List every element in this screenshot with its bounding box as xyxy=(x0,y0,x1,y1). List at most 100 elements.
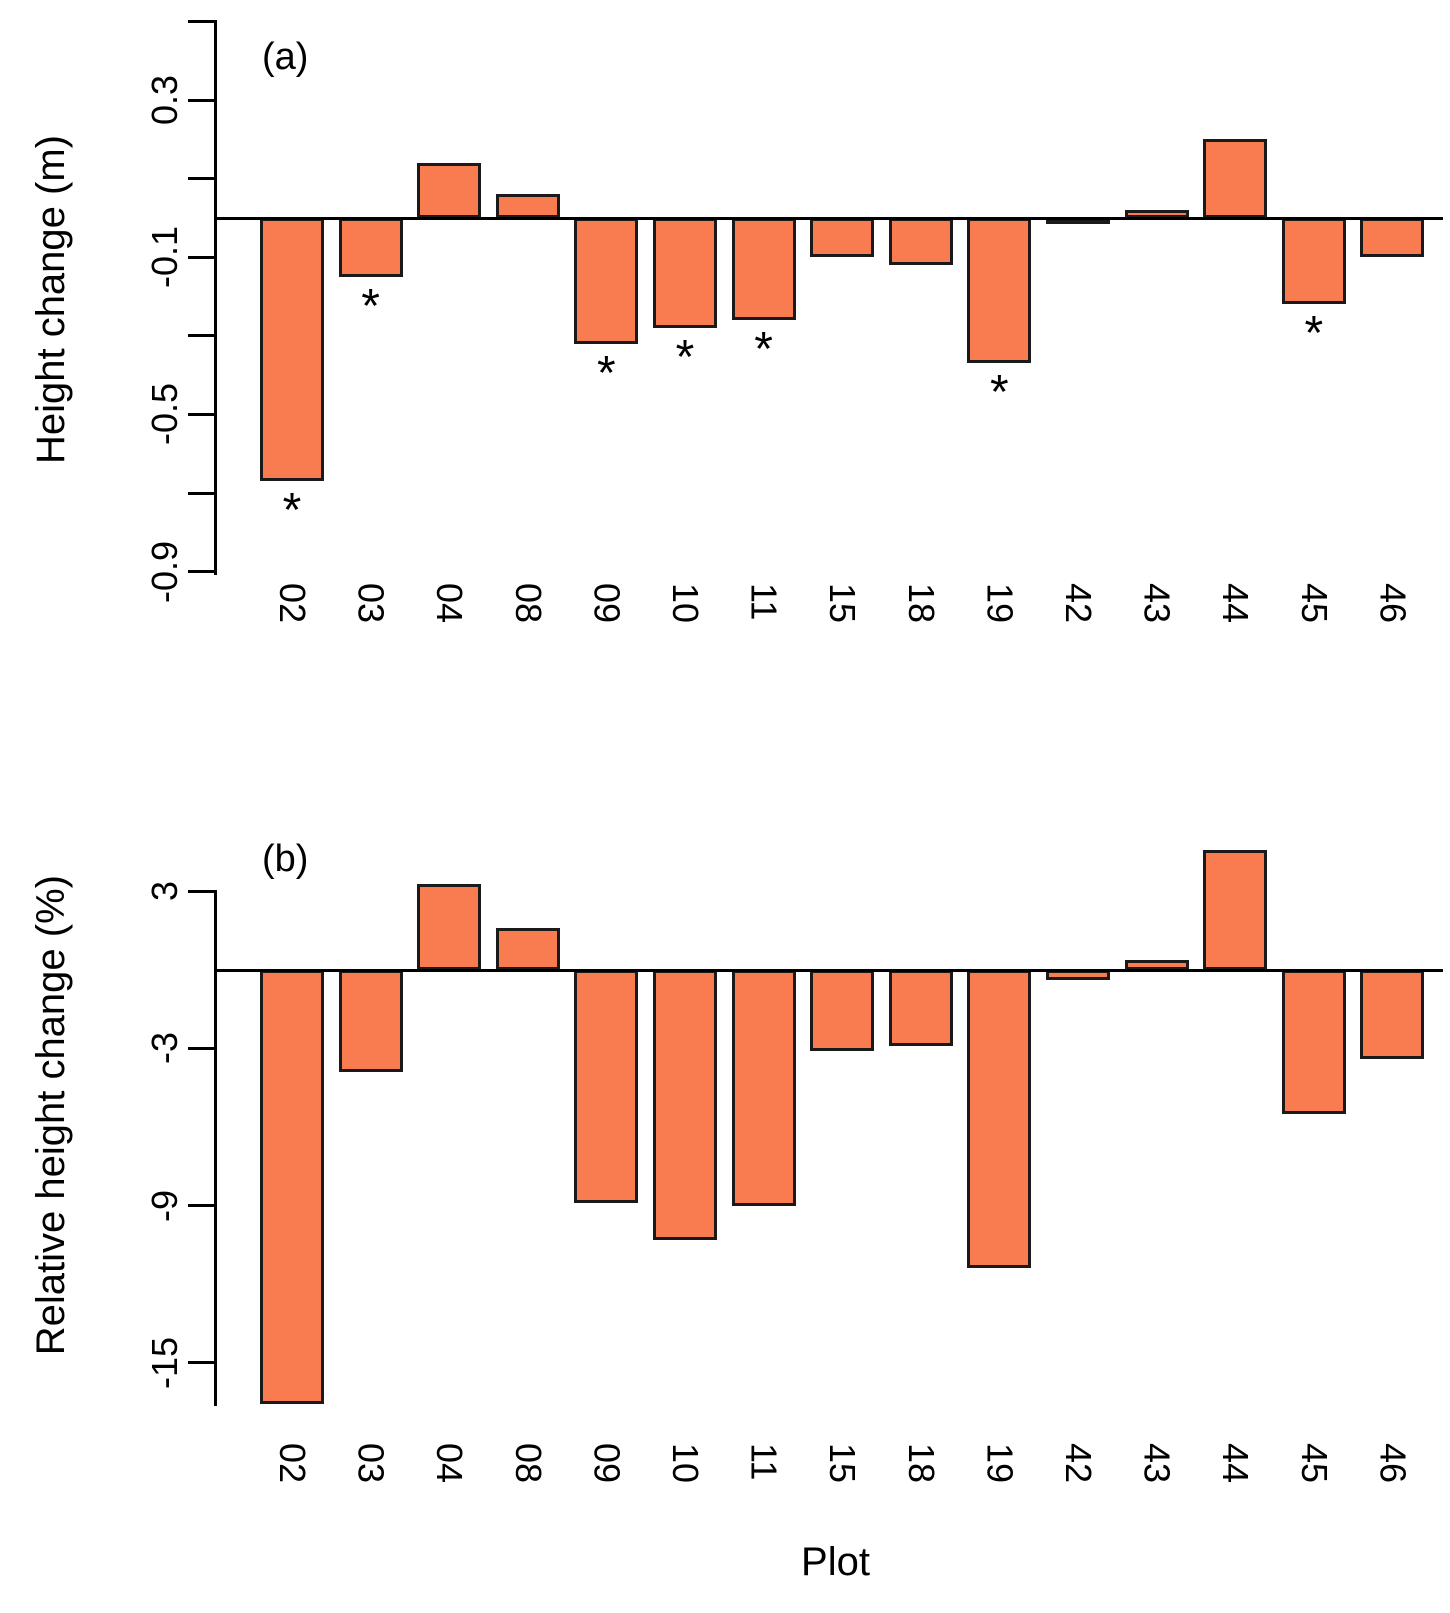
panel-b-y-tick-label-wrap: -15 xyxy=(112,1288,186,1438)
panel-b-y-tick-label: -3 xyxy=(144,1032,185,1065)
panel-a-x-tick-label-08: 08 xyxy=(507,583,549,624)
panel-b-x-tick-label-15: 15 xyxy=(822,1443,864,1484)
panel-a-bar-44 xyxy=(1203,139,1268,218)
panel-b-x-tick-label-45: 45 xyxy=(1293,1443,1335,1484)
panel-a-x-tick-label-46-wrap: 46 xyxy=(1364,583,1420,679)
panel-b-bar-45 xyxy=(1281,970,1346,1114)
panel-a-x-tick-label-02: 02 xyxy=(272,583,313,624)
panel-a-y-tick xyxy=(188,413,217,416)
panel-a-bar-03 xyxy=(338,218,403,277)
panel-a-x-tick-label-43-wrap: 43 xyxy=(1129,583,1185,679)
panel-b-bar-08 xyxy=(495,928,560,970)
panel-b-x-tick-label-08-wrap: 08 xyxy=(500,1443,556,1539)
panel-b-x-tick-label-44: 44 xyxy=(1215,1443,1257,1484)
panel-b-x-tick-label-19-wrap: 19 xyxy=(971,1443,1027,1539)
panel-a-y-tick xyxy=(188,98,217,102)
panel-b-x-tick-label-08: 08 xyxy=(507,1443,549,1484)
panel-a-y-tick-label-wrap: 0.3 xyxy=(112,25,186,175)
panel-a-y-tick-label: 0.3 xyxy=(144,75,185,126)
panel-a-bar-45 xyxy=(1281,218,1346,305)
panel-b-x-tick-label-09: 09 xyxy=(586,1443,628,1484)
panel-a-x-tick-label-11-wrap: 11 xyxy=(736,583,792,679)
panel-b-zero-line xyxy=(214,968,1443,972)
panel-b-x-tick-label-02: 02 xyxy=(272,1443,313,1484)
panel-b-y-tick-label: -15 xyxy=(144,1336,185,1389)
panel-b-x-tick-label-09-wrap: 09 xyxy=(578,1443,634,1539)
panel-a-x-tick-label-03: 03 xyxy=(350,583,392,624)
panel-a-x-tick-label-11: 11 xyxy=(743,583,785,621)
panel-b-x-tick-label-03: 03 xyxy=(350,1443,392,1484)
panel-b-y-tick-label-wrap: -3 xyxy=(112,974,186,1124)
panel-a-x-tick-label-19-wrap: 19 xyxy=(971,583,1027,679)
panel-b-y-axis-title-wrap: Relative height change (%) xyxy=(20,855,82,1375)
panel-a-bar-11 xyxy=(731,218,796,321)
panel-b-y-axis-title: Relative height change (%) xyxy=(28,874,73,1356)
panel-b-x-tick-label-03-wrap: 03 xyxy=(343,1443,399,1539)
panel-a-bar-10 xyxy=(653,218,717,329)
panel-b-bar-10 xyxy=(653,970,717,1240)
panel-b-y-tick-label-wrap: 3 xyxy=(112,816,186,966)
panel-b-x-tick-label-46: 46 xyxy=(1372,1443,1414,1484)
panel-a-significance-star-09: * xyxy=(597,346,616,400)
panel-b-bar-04 xyxy=(417,883,482,970)
panel-a-y-tick-label: -0.5 xyxy=(144,383,185,446)
panel-b-x-tick-label-10: 10 xyxy=(665,1443,706,1484)
panel-b-bar-03 xyxy=(338,970,403,1073)
panel-a-y-tick-label: -0.9 xyxy=(144,540,185,603)
panel-b-x-tick-label-42: 42 xyxy=(1058,1443,1099,1484)
panel-a-x-tick-label-04-wrap: 04 xyxy=(421,583,477,679)
panel-a-y-axis-title: Height change (m) xyxy=(28,135,73,465)
panel-a-letter: (a) xyxy=(262,36,309,78)
panel-a-y-tick-label-wrap: -0.1 xyxy=(112,182,186,332)
panel-a-x-tick-label-45: 45 xyxy=(1293,583,1335,624)
panel-b-x-tick-label-45-wrap: 45 xyxy=(1286,1443,1342,1539)
panel-b-bar-11 xyxy=(731,970,796,1206)
panel-a-x-tick-label-15-wrap: 15 xyxy=(814,583,870,679)
panel-a-y-axis-title-wrap: Height change (m) xyxy=(20,40,82,560)
panel-a-y-tick xyxy=(188,255,217,259)
panel-b-bar-19 xyxy=(967,970,1032,1269)
panel-a-y-tick-label-wrap: -0.5 xyxy=(112,340,186,490)
panel-a-x-tick-label-08-wrap: 08 xyxy=(500,583,556,679)
panel-a-significance-star-19: * xyxy=(990,366,1009,420)
panel-b-y-tick-label: 3 xyxy=(144,881,185,902)
panel-a-y-tick-label: -0.1 xyxy=(144,226,185,289)
panel-a-x-tick-label-15: 15 xyxy=(822,583,864,624)
panel-a-x-tick-label-18-wrap: 18 xyxy=(893,583,949,679)
panel-b-bar-46 xyxy=(1360,970,1425,1059)
panel-b-x-tick-label-11: 11 xyxy=(743,1443,785,1481)
panel-a-bar-09 xyxy=(574,218,639,344)
panel-a-x-tick-label-19: 19 xyxy=(979,583,1021,624)
panel-a-bar-19 xyxy=(967,218,1032,364)
x-axis-title: Plot xyxy=(801,1540,870,1584)
panel-a-y-tick xyxy=(188,491,217,495)
panel-b-y-tick xyxy=(188,1047,217,1050)
panel-a-x-tick-label-09: 09 xyxy=(586,583,628,624)
panel-a-y-axis-line xyxy=(214,21,217,575)
panel-a-y-tick-label-wrap: -0.9 xyxy=(112,497,186,647)
panel-a-x-tick-label-44: 44 xyxy=(1215,583,1257,624)
panel-a-x-tick-label-42-wrap: 42 xyxy=(1050,583,1106,679)
panel-b-x-tick-label-19: 19 xyxy=(979,1443,1021,1484)
panel-b-y-tick xyxy=(188,889,217,893)
panel-a-significance-star-03: * xyxy=(361,279,380,333)
panel-b-y-axis-line xyxy=(214,891,217,1406)
panel-a-significance-star-11: * xyxy=(754,323,773,377)
panel-b-x-tick-label-18-wrap: 18 xyxy=(893,1443,949,1539)
panel-a-bar-04 xyxy=(417,162,482,218)
panel-a-y-tick xyxy=(188,177,217,181)
panel-a-bar-18 xyxy=(888,218,953,266)
panel-a-x-tick-label-18: 18 xyxy=(900,583,942,624)
panel-b-y-tick-label-wrap: -9 xyxy=(112,1131,186,1281)
panel-a-significance-star-02: * xyxy=(282,484,302,538)
panel-b-bar-44 xyxy=(1203,849,1268,970)
panel-b-bar-15 xyxy=(810,970,875,1052)
panel-b-x-tick-label-04: 04 xyxy=(429,1443,471,1484)
panel-a-x-tick-label-45-wrap: 45 xyxy=(1286,583,1342,679)
panel-a-bar-15 xyxy=(810,218,875,258)
panel-a-x-tick-label-43: 43 xyxy=(1136,583,1178,624)
panel-b-x-tick-label-42-wrap: 42 xyxy=(1050,1443,1106,1539)
panel-b-x-tick-label-44-wrap: 44 xyxy=(1207,1443,1263,1539)
panel-a-bar-08 xyxy=(495,194,560,218)
